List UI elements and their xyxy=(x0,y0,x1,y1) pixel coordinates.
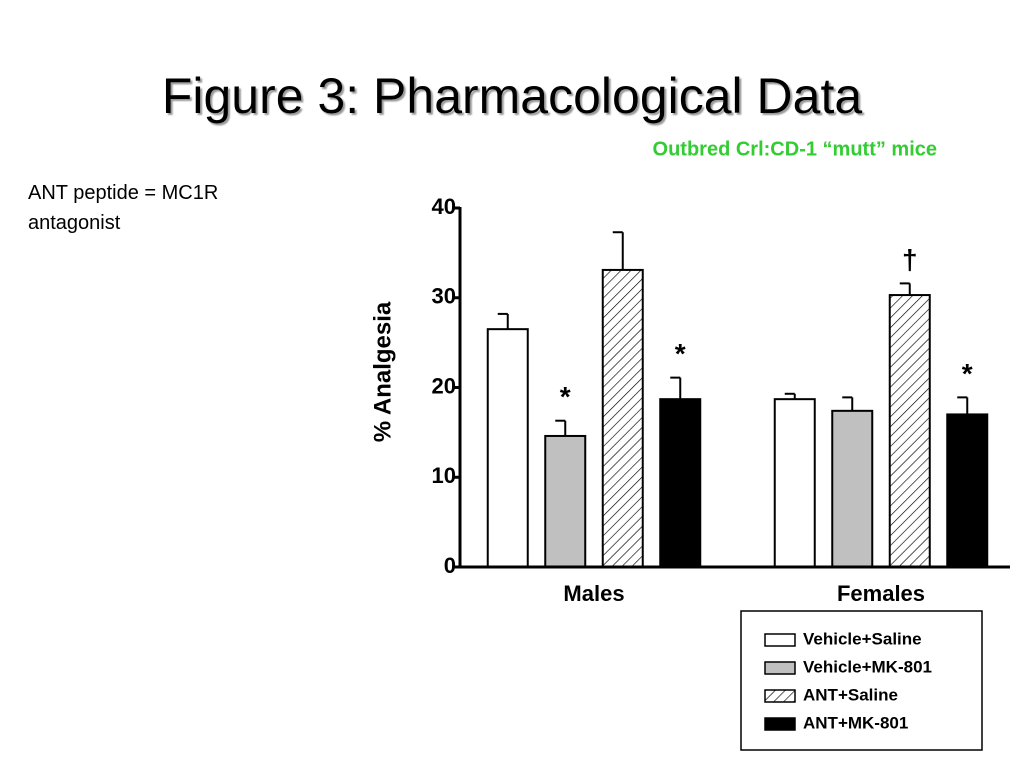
legend-swatch xyxy=(764,717,796,731)
y-tick-label: 40 xyxy=(432,194,456,219)
subtitle: Outbred Crl:CD-1 “mutt” mice xyxy=(653,138,937,160)
x-tick-label: Males xyxy=(563,581,624,606)
legend-label: Vehicle+Saline xyxy=(803,629,922,648)
legend-swatch xyxy=(764,661,796,675)
annotation: * xyxy=(675,338,686,369)
bar xyxy=(486,328,529,568)
legend-label: ANT+Saline xyxy=(803,685,898,704)
y-axis-label: % Analgesia xyxy=(369,301,396,442)
bar xyxy=(544,434,587,568)
annotation: † xyxy=(902,244,918,275)
legend-swatch xyxy=(764,633,796,647)
slide-title: Figure 3: Pharmacological Data xyxy=(162,68,863,124)
annotation: * xyxy=(560,381,571,412)
y-tick-label: 0 xyxy=(444,553,456,578)
legend-label: Vehicle+MK-801 xyxy=(803,657,932,676)
note: ANT peptide = MC1R antagonist xyxy=(28,182,219,234)
x-tick-label: Females xyxy=(837,581,925,606)
bar xyxy=(831,409,874,568)
bar xyxy=(946,413,989,568)
bar xyxy=(601,268,644,568)
bar xyxy=(888,294,931,568)
bar xyxy=(659,398,702,569)
bar xyxy=(773,398,816,569)
y-tick-label: 20 xyxy=(432,373,456,398)
legend-label: ANT+MK-801 xyxy=(803,713,908,732)
y-tick-label: 10 xyxy=(432,463,456,488)
annotation: * xyxy=(962,358,973,389)
y-tick-label: 30 xyxy=(432,284,456,309)
legend-swatch xyxy=(764,689,796,703)
legend-box xyxy=(740,610,983,751)
